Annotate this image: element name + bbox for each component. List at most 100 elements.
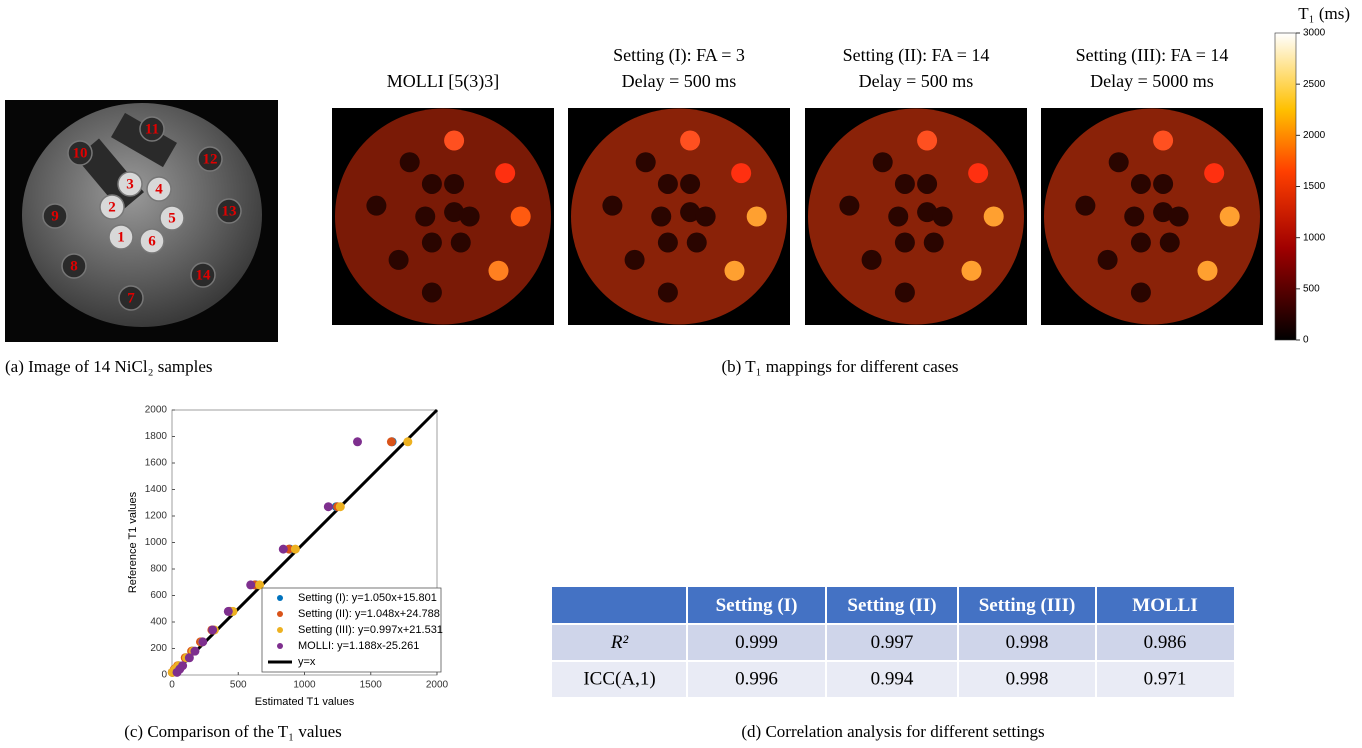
table-cell: 0.994	[871, 668, 914, 689]
sample-map	[1131, 174, 1151, 194]
sample-map	[1109, 152, 1129, 172]
caption: (a) Image of 14 NiCl₂ samples	[5, 357, 213, 376]
map-title: Delay = 500 ms	[859, 71, 974, 91]
map-title: Delay = 5000 ms	[1090, 71, 1214, 91]
map-title: MOLLI [5(3)3]	[387, 71, 499, 92]
sample-label: 3	[126, 176, 134, 192]
sample-label: 1	[117, 229, 125, 245]
map-title: Delay = 500 ms	[622, 71, 737, 91]
legend-swatch	[277, 611, 283, 617]
sample-map	[1153, 174, 1173, 194]
sample-map	[680, 174, 700, 194]
sample-map	[984, 207, 1004, 227]
y-tick-label: 1400	[145, 484, 168, 495]
table-cell: 0.996	[735, 668, 778, 689]
sample-map	[917, 174, 937, 194]
sample-map	[680, 131, 700, 151]
legend-swatch	[277, 643, 283, 649]
data-point	[291, 545, 300, 554]
row-label: ICC(A,1)	[583, 668, 655, 689]
data-point	[403, 437, 412, 446]
sample-map	[389, 250, 409, 270]
map-title: Setting (I): FA = 3	[613, 45, 745, 66]
sample-map	[888, 207, 908, 227]
y-tick-label: 2000	[145, 405, 168, 416]
sample-label: 4	[155, 181, 163, 197]
column-header: MOLLI	[1132, 595, 1197, 616]
sample-map	[451, 233, 471, 253]
data-point	[353, 437, 362, 446]
table-cell: 0.986	[1144, 632, 1187, 653]
sample-label: 10	[73, 145, 88, 161]
caption: (d) Correlation analysis for different s…	[741, 722, 1044, 741]
legend-label: Setting (II): y=1.048x+24.788	[298, 608, 440, 620]
caption: (b) T₁ mappings for different cases	[721, 357, 958, 376]
colorbar-tick-label: 2000	[1303, 130, 1326, 141]
sample-map	[1075, 196, 1095, 216]
legend-label: Setting (III): y=0.997x+21.531	[298, 624, 443, 636]
sample-map	[895, 174, 915, 194]
sample-map	[747, 207, 767, 227]
data-point	[246, 580, 255, 589]
colorbar-tick-label: 0	[1303, 335, 1309, 346]
sample-map	[422, 233, 442, 253]
sample-label: 14	[196, 267, 212, 283]
sample-map	[873, 152, 893, 172]
data-point	[387, 437, 396, 446]
y-axis-label: Reference T1 values	[127, 491, 139, 593]
sample-label: 7	[127, 290, 135, 306]
table-cell: 0.998	[1006, 668, 1049, 689]
data-point	[198, 637, 207, 646]
sample-map	[968, 163, 988, 183]
sample-map	[1153, 131, 1173, 151]
table-cell: 0.999	[735, 632, 778, 653]
sample-map	[895, 233, 915, 253]
sample-map	[1198, 261, 1218, 281]
sample-label: 8	[70, 258, 78, 274]
sample-map	[696, 207, 716, 227]
sample-map	[602, 196, 622, 216]
sample-map	[731, 163, 751, 183]
sample-label: 6	[148, 233, 156, 249]
row-label: R²	[610, 632, 629, 653]
sample-map	[489, 261, 509, 281]
figure: 1234567891011121314 (a) Image of 14 NiCl…	[0, 0, 1362, 748]
y-tick-label: 200	[150, 643, 167, 654]
x-tick-label: 500	[230, 680, 247, 691]
y-tick-label: 1200	[145, 511, 168, 522]
data-point	[279, 545, 288, 554]
sample-map	[444, 174, 464, 194]
column-header: Setting (III)	[979, 595, 1076, 616]
sample-map	[636, 152, 656, 172]
sample-label: 5	[168, 210, 176, 226]
x-tick-label: 1500	[360, 680, 383, 691]
sample-map	[1131, 233, 1151, 253]
colorbar	[1275, 33, 1296, 340]
data-point	[190, 647, 199, 656]
table-cell: 0.998	[1006, 632, 1049, 653]
legend-swatch	[277, 627, 283, 633]
sample-map	[862, 250, 882, 270]
data-point	[208, 625, 217, 634]
legend-label: Setting (I): y=1.050x+15.801	[298, 592, 437, 604]
sample-map	[460, 207, 480, 227]
colorbar-tick-label: 3000	[1303, 28, 1326, 39]
colorbar-label: T₁ (ms)	[1298, 4, 1350, 23]
sample-map	[1098, 250, 1118, 270]
y-tick-label: 1000	[145, 537, 168, 548]
sample-map	[400, 152, 420, 172]
sample-map	[651, 207, 671, 227]
caption: (c) Comparison of the T₁ values	[124, 722, 342, 741]
table-cell: 0.971	[1144, 668, 1187, 689]
sample-label: 13	[222, 203, 237, 219]
sample-map	[422, 282, 442, 302]
sample-map	[917, 131, 937, 151]
x-tick-label: 1000	[293, 680, 316, 691]
sample-map	[495, 163, 515, 183]
sample-map	[1220, 207, 1240, 227]
sample-map	[415, 207, 435, 227]
sample-map	[1204, 163, 1224, 183]
map-title: Setting (III): FA = 14	[1076, 45, 1229, 66]
sample-map	[687, 233, 707, 253]
sample-label: 12	[203, 151, 218, 167]
